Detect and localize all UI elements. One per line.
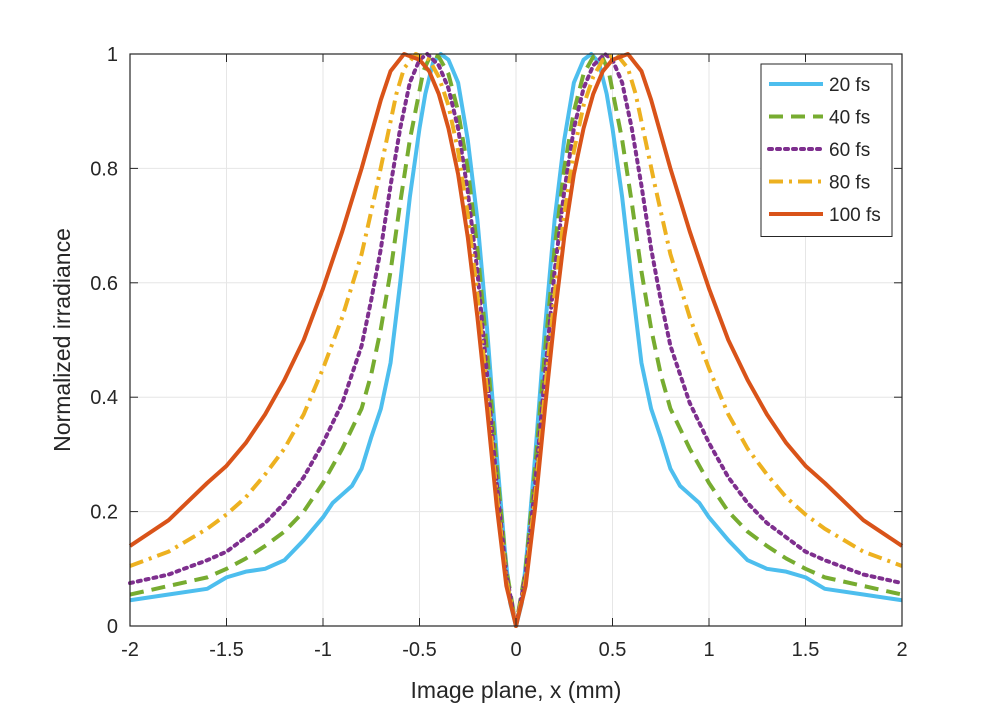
y-tick-labels: 0 0.2 0.4 0.6 0.8 1 [90,44,118,638]
axis-ticks [129,53,903,627]
y-tick-label: 0.4 [90,387,118,409]
legend-label: 100 fs [829,205,881,226]
x-tick-label: 1 [703,639,714,661]
legend-label: 20 fs [829,75,870,96]
x-tick-label: 0 [510,639,521,661]
x-tick-label: -2 [121,639,139,661]
legend-box [760,63,893,237]
x-tick-label: -1.5 [209,639,243,661]
x-tick-label: -0.5 [402,639,436,661]
series-line-80-fs [129,52,903,628]
x-tick-label: 0.5 [599,639,627,661]
x-tick-label: 1.5 [792,639,820,661]
y-tick-label: 0.8 [90,158,118,180]
y-axis-label: Normalized irradiance [49,228,75,452]
legend-label: 60 fs [829,140,870,161]
y-tick-label: 0.2 [90,502,118,524]
x-tick-label: -1 [314,639,332,661]
y-tick-label: 0.6 [90,273,118,295]
x-axis-label: Image plane, x (mm) [411,677,622,703]
legend-label: 80 fs [829,173,870,194]
x-tick-label: 2 [896,639,907,661]
y-tick-label: 0 [107,616,118,638]
legend-label: 40 fs [829,108,870,129]
x-tick-labels: -2 -1.5 -1 -0.5 0 0.5 1 1.5 2 [121,639,907,661]
y-tick-label: 1 [107,44,118,66]
legend: 20 fs 40 fs 60 fs 80 fs 100 fs [760,63,893,237]
